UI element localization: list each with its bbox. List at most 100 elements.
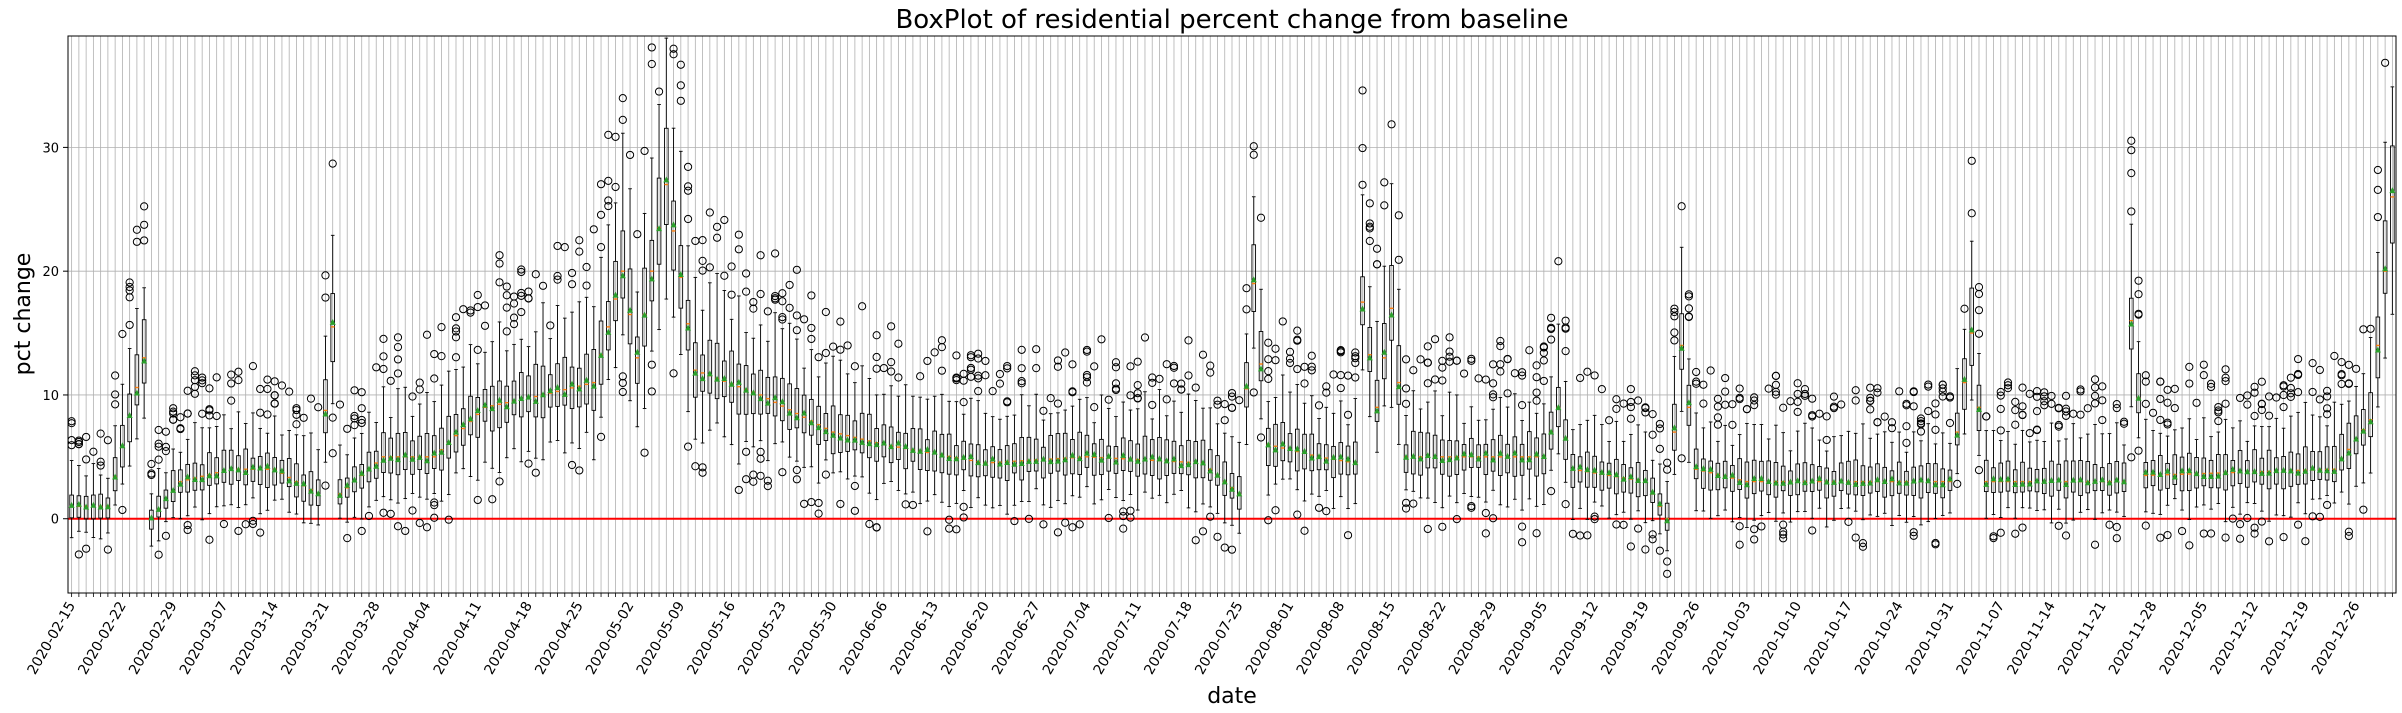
box-group (277, 381, 287, 500)
box-body (1708, 460, 1713, 491)
box-mean-marker (1490, 456, 1497, 463)
box-body (1686, 384, 1692, 426)
box-flier-point (1967, 209, 1976, 218)
box-group (981, 356, 990, 506)
box-group (879, 363, 888, 484)
box-flier-point (1039, 520, 1048, 529)
box-mean-marker (242, 469, 249, 476)
box-flier-point (1822, 435, 1831, 445)
box-body (859, 412, 865, 454)
box-body (1229, 473, 1235, 499)
box-mean-marker (511, 397, 518, 404)
box-body (308, 471, 314, 506)
box-body (1041, 446, 1046, 479)
box-flier-point (756, 471, 765, 480)
box-group (1271, 344, 1280, 515)
box-body (932, 430, 937, 472)
box-flier-point (524, 294, 533, 303)
box-group (509, 292, 519, 450)
box-flier-point (778, 468, 787, 477)
box-group (1097, 335, 1106, 501)
box-flier-point (1191, 383, 1200, 392)
box-flier-point (1612, 395, 1621, 404)
box-mean-marker (2164, 467, 2171, 474)
box-mean-marker (496, 396, 503, 403)
box-flier-point (553, 275, 562, 284)
box-flier-point (2127, 136, 2136, 145)
box-group (923, 356, 932, 536)
box-flier-point (1539, 376, 1548, 386)
box-mean-marker (837, 434, 844, 441)
box-flier-point (1728, 400, 1737, 409)
box-flier-point (1793, 379, 1802, 388)
box-flier-point (1032, 364, 1041, 373)
box-mean-marker (1830, 478, 1837, 485)
box-body (1490, 439, 1496, 472)
box-body (1483, 443, 1489, 475)
box-flier-point (1503, 355, 1512, 364)
box-flier-point (1626, 542, 1635, 551)
box-flier-point (103, 545, 112, 554)
box-flier-point (299, 413, 308, 422)
box-body (1519, 443, 1525, 476)
box-flier-point (2040, 397, 2049, 406)
box-group (2235, 393, 2245, 543)
box-mean-marker (431, 449, 438, 456)
box-group (2315, 365, 2324, 521)
box-group (988, 387, 997, 509)
box-flier-point (814, 498, 823, 508)
box-flier-point (401, 526, 410, 536)
box-mean-marker (387, 454, 394, 461)
box-flier-point (430, 501, 439, 510)
box-body (1773, 462, 1779, 498)
box-flier-point (2243, 391, 2252, 400)
box-flier-point (1090, 403, 1099, 412)
box-body (1026, 436, 1032, 472)
box-mean-marker (1838, 477, 1845, 484)
box-group (147, 459, 156, 547)
box-mean-marker (808, 419, 815, 426)
box-flier-point (1496, 336, 1505, 346)
box-flier-point (2003, 378, 2013, 387)
box-group (1198, 350, 1208, 536)
box-flier-point (705, 208, 714, 217)
box-flier-point (908, 500, 917, 510)
box-flier-point (2257, 517, 2266, 526)
box-flier-point (2243, 513, 2252, 523)
box-mean-marker (2063, 480, 2070, 487)
box-mean-marker (1112, 458, 1119, 465)
box-group (1046, 394, 1055, 508)
box-flier-point (1220, 543, 1229, 552)
box-flier-point (546, 321, 555, 330)
box-flier-point (1358, 143, 1367, 153)
box-mean-marker (170, 486, 177, 493)
box-body (2136, 373, 2141, 414)
box-flier-point (2206, 529, 2216, 538)
box-flier-point (792, 311, 801, 320)
box-flier-point (509, 299, 519, 308)
box-group (270, 377, 279, 501)
box-flier-point (1532, 361, 1541, 370)
box-group (734, 230, 743, 495)
box-mean-marker (1896, 479, 1903, 486)
box-body (1447, 440, 1452, 477)
box-mean-marker (1990, 475, 1997, 482)
box-group (1525, 346, 1534, 500)
box-group (328, 159, 337, 458)
box-flier-point (945, 515, 954, 524)
box-body (1548, 411, 1554, 450)
box-group (1416, 355, 1425, 499)
box-flier-point (2011, 529, 2020, 538)
box-flier-point (1017, 377, 1026, 386)
box-flier-point (640, 146, 649, 156)
box-flier-point (1974, 466, 1984, 475)
box-flier-point (771, 291, 780, 301)
box-flier-point (1916, 420, 1926, 429)
box-flier-point (1735, 540, 1744, 549)
box-flier-point (974, 374, 983, 383)
box-flier-point (698, 236, 707, 245)
box-flier-point (1293, 336, 1302, 345)
box-flier-point (1039, 406, 1048, 415)
box-group (386, 376, 395, 518)
box-body (816, 405, 821, 445)
